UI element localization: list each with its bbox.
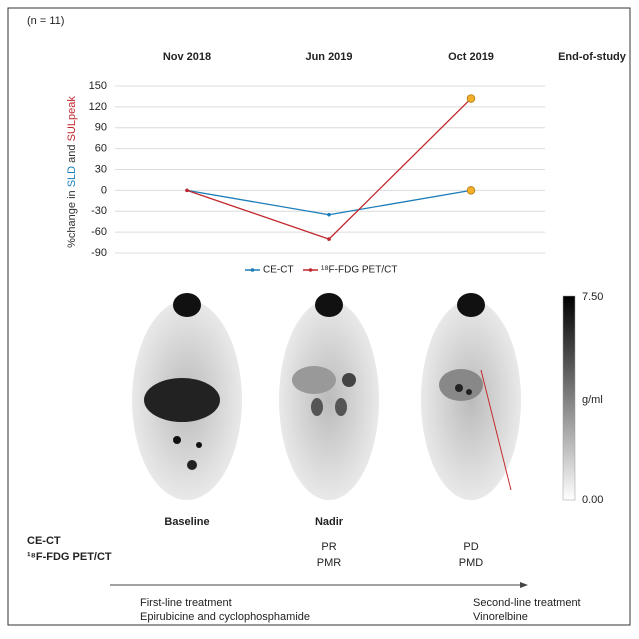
arrow-head: [520, 582, 528, 588]
data-point: [467, 187, 475, 195]
data-point: [185, 189, 189, 193]
data-point: [467, 95, 475, 103]
y-label-part: %change in: [66, 187, 78, 248]
y-tick-label: 30: [95, 163, 107, 175]
x-category-label: Nov 2018: [163, 51, 211, 63]
data-point: [327, 213, 331, 217]
treatment: Second-line treatment: [473, 597, 581, 609]
data-point: [327, 237, 331, 241]
legend-label: ¹⁸F-FDG PET/CT: [321, 265, 397, 276]
y-label-part: SLD: [66, 166, 78, 187]
y-tick-label: -60: [91, 226, 107, 238]
response: PMR: [317, 557, 342, 569]
legend-dot: [251, 268, 255, 272]
image-label: Baseline: [164, 516, 209, 528]
x-category-label: Oct 2019: [448, 51, 494, 63]
series-line: [187, 99, 471, 240]
colorbar-max: 7.50: [582, 291, 603, 303]
colorbar-min: 0.00: [582, 494, 603, 506]
y-tick-label: 0: [101, 184, 107, 196]
colorbar-unit: g/ml: [582, 394, 603, 406]
x-category-label: End-of-study: [558, 51, 627, 63]
n-note: (n = 11): [27, 15, 64, 27]
pet-images: [132, 293, 521, 500]
pet-label: ¹⁸F-FDG PET/CT: [27, 551, 112, 563]
colorbar: [563, 296, 575, 500]
treatment: Epirubicine and cyclophosphamide: [140, 611, 310, 623]
y-tick-label: 90: [95, 122, 107, 134]
y-label-part: SULpeak: [66, 96, 78, 142]
pet-image: [132, 293, 242, 500]
y-tick-label: 150: [89, 80, 107, 92]
y-tick-label: -90: [91, 247, 107, 259]
legend-label: CE-CT: [263, 265, 294, 276]
y-tick-label: 120: [89, 101, 107, 113]
x-category-label: Jun 2019: [305, 51, 352, 63]
y-axis-label: %change in SLD and SULpeak: [66, 96, 78, 248]
response: PR: [321, 541, 336, 553]
response: PMD: [459, 557, 484, 569]
figure: (n = 11) %change in SLD and SULpeak 7.50…: [0, 0, 639, 634]
response: PD: [463, 541, 478, 553]
legend-dot: [309, 268, 313, 272]
pet-image: [279, 293, 379, 500]
y-label-part: and: [66, 141, 78, 165]
treatment: Vinorelbine: [473, 611, 528, 623]
pet-image: [421, 293, 521, 500]
ct-label: CE-CT: [27, 535, 61, 547]
y-tick-label: -30: [91, 205, 107, 217]
treatment: First-line treatment: [140, 597, 232, 609]
image-label: Nadir: [315, 516, 344, 528]
y-tick-label: 60: [95, 143, 107, 155]
